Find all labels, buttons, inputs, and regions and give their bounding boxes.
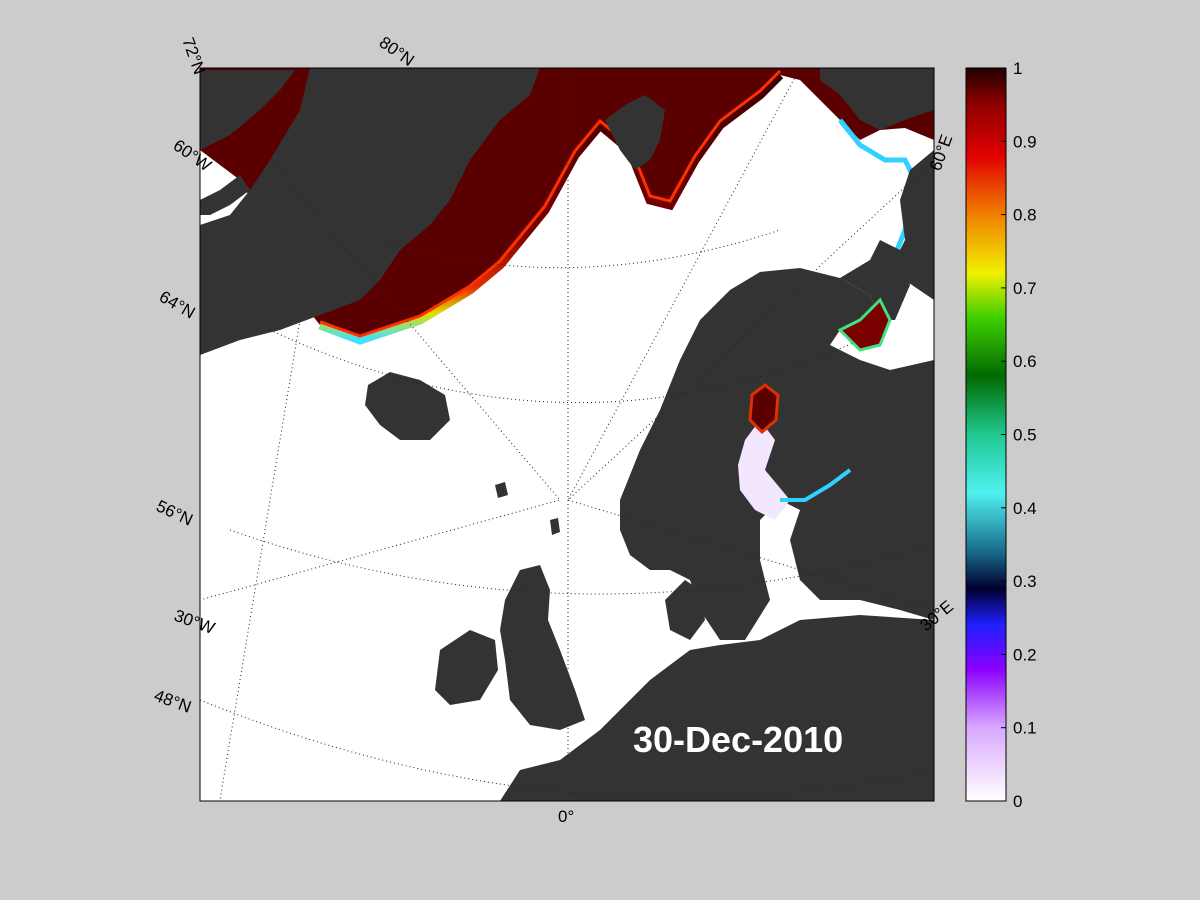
shetland-islands (550, 518, 560, 535)
colorbar-ramp (965, 67, 1007, 802)
lat-label-72n: 72°N (178, 35, 209, 77)
colorbar-tick-label: 0.3 (1013, 572, 1037, 591)
colorbar-tick-label: 0.5 (1013, 426, 1037, 445)
northwest-island (200, 70, 295, 150)
ice-edge-inner (319, 69, 782, 338)
svalbard-land (605, 95, 665, 170)
kola-peninsula (840, 240, 910, 320)
lon-label-0: 0° (558, 807, 574, 826)
baffin-coast (200, 175, 250, 215)
colorbar-tick-label: 0.2 (1013, 645, 1037, 664)
great-britain-land (500, 565, 585, 730)
colorbar-tick-label: 0.1 (1013, 719, 1037, 738)
colorbar-tick-label: 0.7 (1013, 279, 1037, 298)
lat-label-48n: 48°N (152, 686, 194, 717)
iceland-land (365, 372, 450, 440)
gulf-bothnia-water (738, 420, 790, 520)
ireland-land (435, 630, 498, 705)
greenland-land (200, 68, 540, 355)
scandinavia-land (620, 268, 934, 640)
white-sea-ice (837, 297, 892, 352)
colorbar-tick-label: 0.6 (1013, 352, 1037, 371)
colorbar-tick-label: 1 (1013, 59, 1022, 78)
lat-label-64n: 64°N (156, 287, 198, 322)
lat-label-80n: 80°N (376, 33, 418, 70)
bothnian-bay-ice (748, 383, 780, 435)
colorbar-ticks: 0 0.1 0.2 0.3 0.4 0.5 0.6 0.7 0.8 0.9 1 (1001, 59, 1037, 811)
europe-mainland (500, 615, 934, 801)
colorbar-tick-label: 0.9 (1013, 132, 1037, 151)
faroe-islands (495, 482, 508, 498)
novaya-zemlya-land (820, 68, 934, 130)
lat-label-56n: 56°N (153, 496, 195, 529)
ice-edge-band (318, 71, 784, 345)
colorbar: 0 0.1 0.2 0.3 0.4 0.5 0.6 0.7 0.8 0.9 1 (965, 59, 1037, 811)
gulf-finland-edge (780, 468, 852, 502)
colorbar-tick-label: 0 (1013, 792, 1022, 811)
colorbar-tick-label: 0.8 (1013, 206, 1037, 225)
colorbar-tick-label: 0.4 (1013, 499, 1037, 518)
date-label: 30-Dec-2010 (633, 719, 843, 760)
map-frame (199, 67, 935, 802)
graticule (200, 68, 934, 801)
map-panel[interactable] (200, 68, 934, 801)
denmark-land (665, 580, 705, 640)
